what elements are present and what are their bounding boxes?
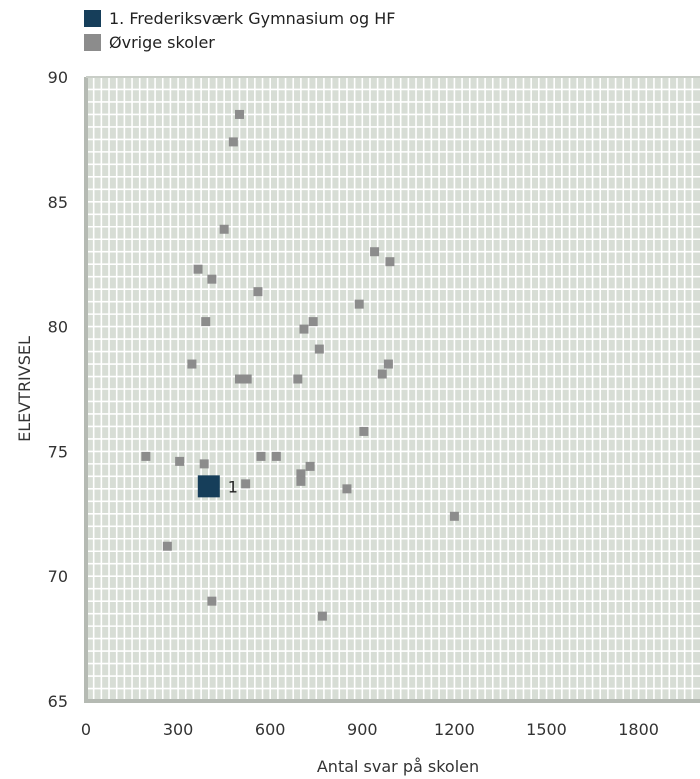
point-ovrige-skole[interactable] — [317, 611, 327, 621]
point-ovrige-skole[interactable] — [201, 317, 211, 327]
grid — [86, 77, 700, 701]
y-tick-label: 80 — [48, 318, 68, 337]
point-ovrige-skole[interactable] — [308, 317, 318, 327]
point-frederiksvaerk[interactable] — [197, 475, 220, 498]
legend-item-frederiksvaerk[interactable]: 1. Frederiksværk Gymnasium og HF — [84, 6, 395, 30]
point-ovrige-skole[interactable] — [385, 257, 395, 267]
tick-labels: 0 300 600 900 1200 1500 1800 65 70 75 80 85 90 — [48, 68, 659, 739]
point-ovrige-skole[interactable] — [354, 299, 364, 309]
point-ovrige-skole[interactable] — [175, 456, 185, 466]
legend-swatch-ovrige — [84, 33, 101, 51]
x-axis-title: Antal svar på skolen — [317, 757, 479, 776]
point-ovrige-skole[interactable] — [299, 324, 309, 334]
legend-label-ovrige: Øvrige skoler — [109, 32, 215, 52]
point-ovrige-skole[interactable] — [305, 461, 315, 471]
point-ovrige-skole[interactable] — [271, 451, 281, 461]
point-ovrige-skole[interactable] — [207, 274, 217, 284]
point-ovrige-skole[interactable] — [293, 374, 303, 384]
x-tick-label: 1800 — [618, 720, 659, 739]
point-ovrige-skole[interactable] — [342, 484, 352, 494]
x-tick-label: 0 — [81, 720, 91, 739]
point-ovrige-skole[interactable] — [241, 479, 251, 489]
x-tick-label: 1200 — [434, 720, 475, 739]
legend: 1. Frederiksværk Gymnasium og HF Øvrige … — [84, 6, 395, 54]
y-tick-label: 75 — [48, 442, 68, 461]
point-label: 1 — [228, 477, 238, 496]
point-ovrige-skole[interactable] — [314, 344, 324, 354]
point-ovrige-skole[interactable] — [370, 247, 380, 257]
point-ovrige-skole[interactable] — [296, 469, 306, 479]
point-ovrige-skole[interactable] — [242, 374, 252, 384]
x-tick-label: 1500 — [526, 720, 567, 739]
point-ovrige-skole[interactable] — [449, 511, 459, 521]
y-tick-label: 70 — [48, 567, 68, 586]
point-ovrige-skole[interactable] — [235, 109, 244, 119]
x-tick-label: 900 — [347, 720, 378, 739]
point-ovrige-skole[interactable] — [296, 476, 306, 486]
point-ovrige-skole[interactable] — [256, 451, 266, 461]
point-ovrige-skole[interactable] — [207, 596, 217, 606]
point-ovrige-skole[interactable] — [377, 369, 387, 379]
point-ovrige-skole[interactable] — [162, 541, 172, 551]
axes — [84, 76, 700, 703]
legend-swatch-frederiksvaerk — [84, 9, 101, 27]
y-axis-title: ELEVTRIVSEL — [15, 336, 34, 442]
point-ovrige-skole[interactable] — [141, 451, 151, 461]
point-ovrige-skole[interactable] — [187, 359, 197, 369]
point-ovrige-skole[interactable] — [253, 287, 263, 297]
point-ovrige-skole[interactable] — [228, 137, 238, 147]
data-points: 1 — [141, 109, 459, 621]
point-ovrige-skole[interactable] — [199, 459, 209, 469]
point-ovrige-skole[interactable] — [383, 359, 393, 369]
x-tick-label: 300 — [163, 720, 194, 739]
legend-label-frederiksvaerk: 1. Frederiksværk Gymnasium og HF — [109, 8, 396, 28]
point-ovrige-skole[interactable] — [359, 426, 369, 436]
y-tick-label: 85 — [48, 193, 68, 212]
y-tick-label: 90 — [48, 68, 68, 87]
y-tick-label: 65 — [48, 692, 68, 711]
point-ovrige-skole[interactable] — [235, 374, 244, 384]
point-ovrige-skole[interactable] — [219, 224, 229, 234]
point-ovrige-skole[interactable] — [193, 264, 203, 274]
legend-item-ovrige[interactable]: Øvrige skoler — [84, 30, 395, 54]
x-tick-label: 600 — [255, 720, 286, 739]
